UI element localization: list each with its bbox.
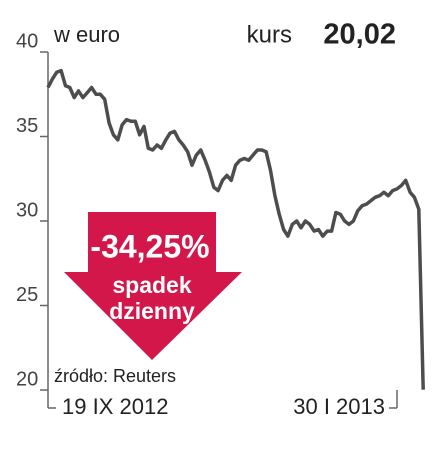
y-tick-label: 30 [16,199,38,221]
last-value-label: 20,02 [323,19,396,51]
value-caption: kurs [247,21,292,48]
x-tick-label: 30 I 2013 [293,394,385,419]
y-tick-label: 35 [16,115,38,137]
y-tick-label: 25 [16,284,38,306]
price-line [46,68,425,390]
y-tick-label: 20 [16,368,38,390]
x-tick-label: 19 IX 2012 [62,394,168,419]
source: źródło: Reuters [54,366,176,386]
annotation-arrow: -34,25% spadek dzienny [64,212,242,360]
annotation-text: dzienny [109,298,195,324]
y-tick-label: 40 [16,30,38,52]
annotation-text: -34,25% [90,228,209,264]
annotation-text: spadek [112,272,191,298]
arrow-shape [64,212,242,360]
y-axis-label: w euro [53,22,120,47]
